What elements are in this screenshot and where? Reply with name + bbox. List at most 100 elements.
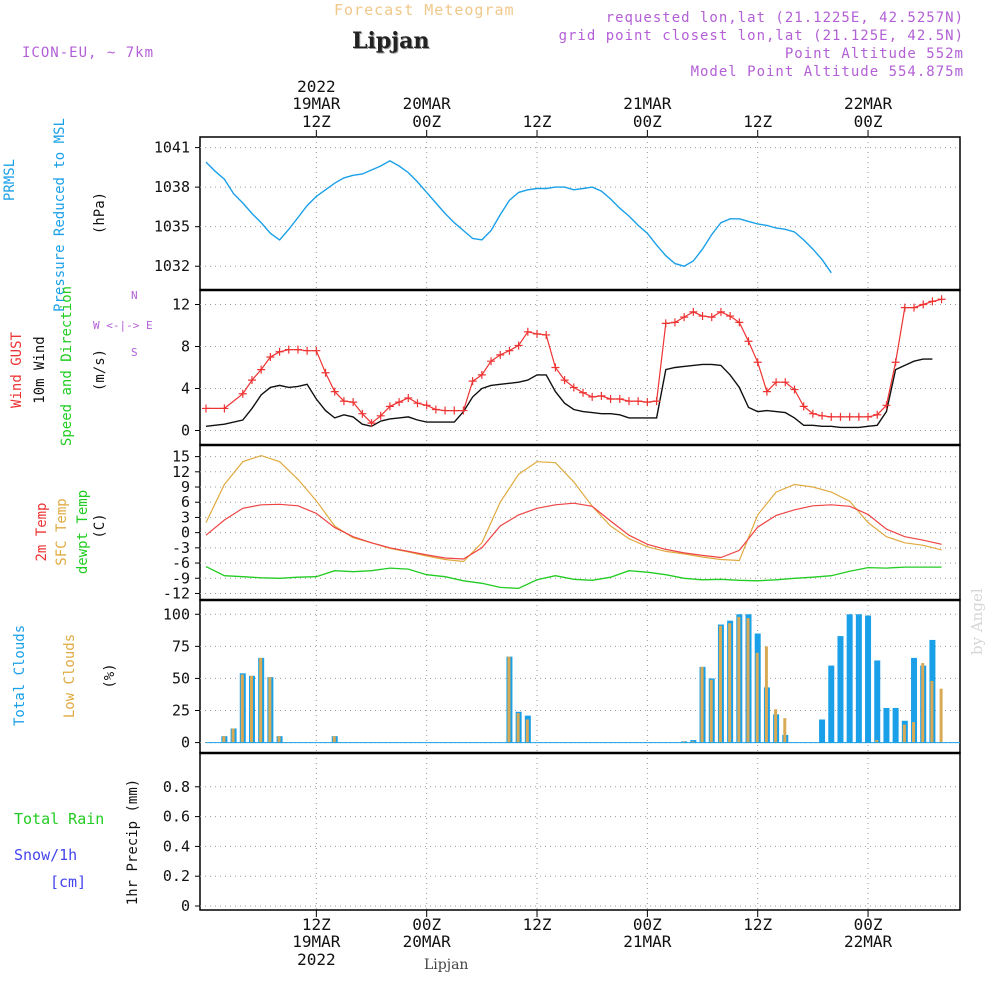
- gust-marker: [652, 397, 661, 406]
- gust-marker: [459, 406, 468, 415]
- gust-marker: [413, 399, 422, 408]
- bottom-hour-label: 12Z: [302, 915, 331, 934]
- top-date-label: 19MAR: [292, 94, 341, 113]
- y-tick-label: 15: [172, 448, 190, 466]
- total-cloud-bar: [819, 719, 826, 743]
- product-title: Forecast Meteogram: [334, 1, 515, 19]
- low-cloud-bar: [691, 741, 695, 743]
- total-cloud-bar: [837, 636, 844, 743]
- gust-marker: [937, 295, 946, 304]
- y-tick-label: 0: [181, 897, 190, 915]
- low-cloud-bar: [332, 736, 336, 743]
- y-tick-label: 0: [181, 422, 190, 440]
- gust-marker: [487, 357, 496, 366]
- low-cloud-bar: [249, 675, 253, 743]
- gust-marker: [367, 419, 376, 428]
- gust-marker: [321, 368, 330, 377]
- gust-marker: [303, 346, 312, 355]
- gust-marker: [818, 411, 827, 420]
- y-tick-label: 25: [172, 702, 190, 720]
- bottom-date-label: 20MAR: [403, 932, 452, 951]
- total-cloud-bar: [828, 665, 835, 743]
- gust-marker: [808, 409, 817, 418]
- bottom-date-label: 21MAR: [623, 932, 672, 951]
- rose-north: N: [131, 289, 138, 302]
- watermark: by Angel: [968, 588, 986, 655]
- gust-marker: [330, 387, 339, 396]
- low-cloud-bar: [774, 709, 778, 743]
- rose-south: S: [131, 346, 138, 359]
- gust-line: [206, 298, 942, 424]
- gust-marker: [238, 389, 247, 398]
- gust-marker: [661, 319, 670, 328]
- low-cloud-bar: [277, 736, 281, 743]
- total-cloud-bar: [855, 614, 862, 743]
- gust-marker: [634, 397, 643, 406]
- gust-marker: [643, 398, 652, 407]
- y-tick-label: 8: [181, 338, 190, 356]
- gust-marker: [220, 404, 229, 413]
- low-cloud-bar: [682, 741, 686, 743]
- gust-marker: [496, 350, 505, 359]
- gust-marker: [395, 398, 404, 407]
- top-date-label: 20MAR: [403, 94, 452, 113]
- model-label: ICON-EU, ~ 7km: [22, 45, 155, 61]
- panel-frame: [199, 752, 961, 911]
- gust-marker: [689, 307, 698, 316]
- gust-marker: [579, 388, 587, 397]
- gust-marker: [615, 395, 624, 403]
- top-hour-label: 00Z: [854, 112, 883, 131]
- gust-marker: [606, 395, 615, 403]
- gust-marker: [735, 318, 744, 327]
- low-cloud-bar: [231, 728, 235, 743]
- gust-marker: [560, 376, 569, 385]
- total-cloud-bar: [892, 707, 899, 743]
- gust-marker: [900, 303, 909, 312]
- low-cloud-bar: [728, 623, 732, 743]
- low-cloud-bar: [930, 680, 934, 743]
- gust-marker: [468, 377, 477, 386]
- gust-marker: [441, 406, 450, 415]
- low-cloud-bar: [764, 646, 768, 743]
- bottom-date-label: 19MAR: [292, 932, 341, 951]
- y-tick-label: -6: [172, 554, 190, 572]
- dewpt-line: [205, 566, 942, 590]
- y-tick-label: 0.8: [163, 778, 190, 796]
- low-cloud-bar: [516, 713, 520, 743]
- y-tick-label: 1032: [154, 257, 190, 275]
- low-cloud-bar: [912, 722, 916, 743]
- low-cloud-bar: [746, 618, 750, 743]
- gust-marker: [385, 402, 394, 411]
- gust-marker: [523, 327, 532, 336]
- gust-marker: [799, 402, 808, 411]
- low-cloud-bar: [259, 657, 263, 743]
- total-cloud-bar: [911, 657, 918, 743]
- gust-marker: [928, 297, 937, 306]
- y-tick-label: 9: [181, 478, 190, 496]
- top-hour-label: 00Z: [412, 112, 441, 131]
- bottom-hour-label: 00Z: [633, 915, 662, 934]
- y-tick-label: 0.2: [163, 867, 190, 885]
- y-tick-label: 100: [163, 605, 190, 623]
- y-tick-label: 0: [181, 734, 190, 752]
- gust-marker: [854, 412, 863, 421]
- top-hour-label: 00Z: [633, 112, 662, 131]
- gust-marker: [845, 412, 854, 421]
- low-cloud-bar: [700, 666, 704, 743]
- gust-marker: [624, 397, 633, 406]
- gust-marker: [762, 387, 771, 396]
- gust-marker: [422, 401, 431, 410]
- gust-marker: [910, 303, 919, 312]
- panel-frame: [199, 599, 961, 754]
- gust-marker: [919, 300, 928, 309]
- gust-marker: [339, 397, 348, 406]
- wind10-line: [205, 358, 933, 429]
- y-tick-label: 1041: [154, 139, 190, 157]
- gust-marker: [349, 398, 358, 407]
- low-cloud-bar: [737, 616, 741, 743]
- total-cloud-bar: [846, 614, 853, 743]
- requested-coords: requested lon,lat (21.1225E, 42.5257N): [605, 10, 964, 26]
- top-hour-label: 12Z: [743, 112, 772, 131]
- gust-marker: [569, 383, 578, 392]
